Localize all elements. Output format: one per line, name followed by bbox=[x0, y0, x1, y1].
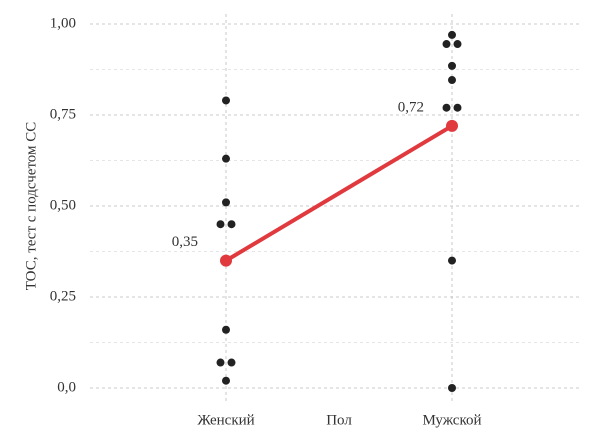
mean-label: 0,35 bbox=[172, 234, 198, 250]
mean-point bbox=[446, 119, 458, 132]
y-tick-label: 0,0 bbox=[57, 379, 76, 395]
mean-point bbox=[220, 254, 232, 267]
mean-line bbox=[224, 124, 454, 263]
y-tick-label: 0,25 bbox=[50, 288, 76, 304]
data-point bbox=[227, 358, 236, 367]
x-tick-label: Мужской bbox=[422, 412, 481, 428]
data-point bbox=[222, 154, 230, 163]
data-point bbox=[448, 61, 456, 70]
y-tick-label: 0,50 bbox=[50, 197, 76, 213]
data-point bbox=[453, 103, 462, 112]
data-point bbox=[222, 198, 230, 207]
data-point bbox=[442, 103, 451, 112]
data-point bbox=[448, 256, 456, 265]
data-point bbox=[227, 220, 236, 229]
data-point bbox=[222, 325, 230, 334]
data-point bbox=[222, 376, 230, 385]
data-point bbox=[448, 76, 456, 85]
data-point bbox=[442, 40, 451, 49]
y-tick-label: 0,75 bbox=[50, 106, 76, 122]
data-point bbox=[222, 96, 230, 105]
data-point bbox=[448, 30, 456, 39]
mean-label: 0,72 bbox=[398, 99, 424, 115]
data-point bbox=[448, 384, 456, 392]
y-axis-label: ТОС, тест с подсчетом СС bbox=[23, 122, 39, 291]
y-tick-label: 1,00 bbox=[50, 15, 76, 31]
x-axis-label: Пол bbox=[326, 412, 352, 428]
data-point bbox=[216, 358, 225, 367]
x-tick-label: Женский bbox=[197, 412, 254, 428]
data-point bbox=[216, 220, 225, 229]
data-point bbox=[453, 40, 462, 49]
